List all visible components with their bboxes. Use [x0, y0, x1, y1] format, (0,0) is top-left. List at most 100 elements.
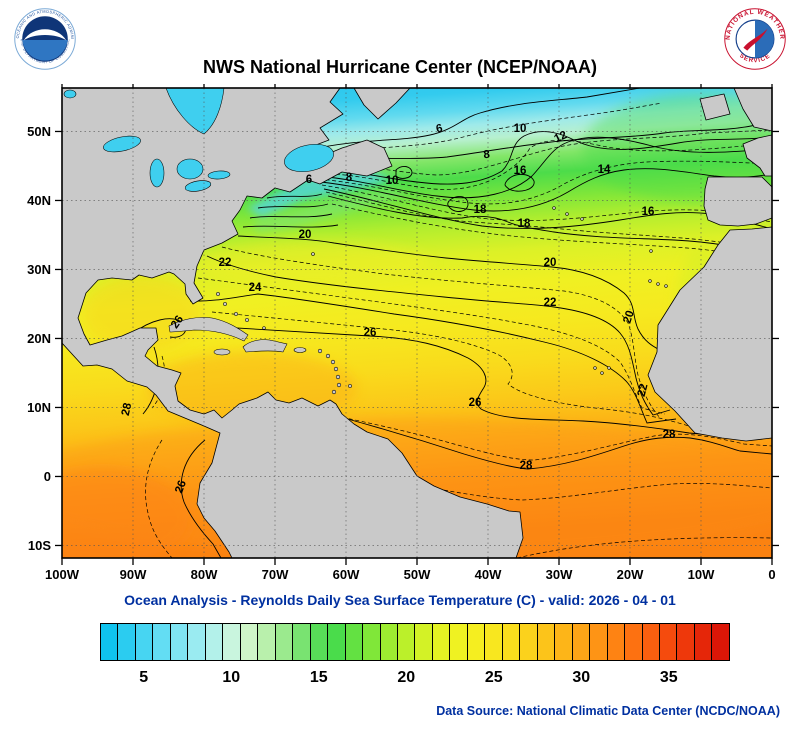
land-france	[742, 134, 772, 177]
island-antilles	[336, 382, 342, 388]
colorbar-scale	[100, 623, 730, 661]
island-hispaniola	[242, 339, 288, 353]
colorbar-cell	[466, 624, 485, 660]
contour-26-pacific	[180, 439, 222, 558]
colorbar-cell	[327, 624, 345, 660]
land-ireland	[699, 93, 731, 121]
land-iberia	[703, 176, 772, 227]
island-bahamas	[216, 292, 220, 296]
lon-label: 80W	[191, 567, 218, 582]
contour-value-label: 22	[219, 257, 232, 269]
contour-value-label: 24	[249, 282, 262, 294]
nws-swoosh-icon	[743, 28, 768, 51]
contour-value-label: 14	[598, 164, 611, 176]
contour-10	[314, 131, 772, 185]
island-bermuda	[311, 252, 315, 256]
island-turks	[262, 326, 266, 330]
contour-value-label: 18	[474, 204, 487, 216]
colorbar-cell	[554, 624, 572, 660]
colorbar-cell	[152, 624, 170, 660]
lat-label: 40N	[27, 193, 51, 208]
grid-layer	[62, 88, 772, 558]
colorbar-cell	[204, 624, 223, 660]
contour-value-label: 10	[514, 123, 527, 135]
island-canaries	[648, 279, 652, 283]
island-canaries	[656, 282, 660, 286]
contour-26	[219, 326, 713, 436]
island-azores	[580, 217, 584, 221]
island-antilles	[335, 374, 341, 380]
contour-value-label: 6	[435, 123, 444, 136]
colorbar-tick-label: 25	[484, 669, 503, 686]
island-puerto-rico	[293, 347, 307, 353]
colorbar: 5 10 15 20 25 30 35	[100, 623, 730, 693]
contour-value-label: 6	[306, 174, 312, 186]
lake-winnipeg	[63, 89, 77, 99]
lon-label: 30W	[546, 567, 573, 582]
colorbar-tick-label: 15	[309, 669, 328, 686]
contour-20	[237, 235, 661, 351]
contour-25	[211, 311, 718, 433]
contour-24	[189, 293, 677, 424]
noaa-logo: NATIONAL OCEANIC AND ATMOSPHERIC ADMINIS…	[14, 8, 76, 70]
island-azores	[552, 206, 556, 210]
colorbar-cell	[379, 624, 397, 660]
gulfstream-eddy-1	[447, 196, 469, 212]
lat-label: 30N	[27, 262, 51, 277]
colorbar-cell	[449, 624, 467, 660]
contour-value-label: 16	[514, 165, 527, 177]
colorbar-cell	[606, 624, 625, 660]
colorbar-cell	[274, 624, 293, 660]
contour-value-label: 28	[120, 401, 135, 417]
colorbar-cell	[519, 624, 537, 660]
colorbar-tick-label: 10	[222, 669, 241, 686]
colorbar-cell	[624, 624, 642, 660]
contour-23	[197, 277, 666, 415]
lake-ontario	[207, 170, 231, 180]
land-britain	[733, 88, 772, 132]
island-canaries	[664, 284, 668, 288]
contour-value-label: 18	[518, 218, 531, 230]
contour-27pac	[145, 439, 173, 558]
contour-18	[327, 195, 772, 256]
island-bahamas	[245, 318, 249, 322]
gulfstream-eddy-3	[395, 166, 413, 179]
coastal-contour-4	[242, 224, 339, 228]
contour-29	[391, 479, 772, 501]
contour-value-label: 8	[483, 149, 491, 162]
colorbar-cell	[711, 624, 729, 660]
colorbar-cell	[484, 624, 502, 660]
contour-value-label: 22	[544, 297, 557, 309]
colorbar-cell	[257, 624, 275, 660]
map-caption: Ocean Analysis - Reynolds Daily Sea Surf…	[124, 592, 676, 608]
island-cape-verde	[600, 371, 604, 375]
contour-value-label: 22	[636, 382, 651, 397]
data-source-credit: Data Source: National Climatic Data Cent…	[436, 704, 780, 718]
colorbar-cell	[431, 624, 450, 660]
noaa-emblem-ocean	[22, 39, 68, 61]
colorbar-cell	[536, 624, 555, 660]
contour-value-label: 26	[469, 397, 482, 409]
lake-michigan	[149, 158, 165, 188]
colorbar-tick-label: 5	[139, 669, 149, 686]
colorbar-cell	[222, 624, 240, 660]
colorbar-cell	[414, 624, 432, 660]
island-azores	[565, 212, 569, 216]
island-antilles	[333, 366, 339, 372]
nws-globe-right	[755, 20, 774, 58]
colorbar-tick-label: 35	[659, 669, 678, 686]
lake-erie	[184, 180, 212, 192]
colorbar-cell	[292, 624, 310, 660]
coastal-contour-1	[266, 193, 323, 199]
contour-13	[318, 160, 772, 205]
land-africa	[647, 226, 772, 442]
lake-huron	[176, 158, 204, 180]
island-antilles	[317, 348, 323, 354]
island-bahamas	[223, 302, 227, 306]
colorbar-cell	[134, 624, 153, 660]
lon-label: 10W	[688, 567, 715, 582]
nws-logo: NATIONAL WEATHER SERVICE	[724, 8, 786, 70]
contour-value-label: 26	[173, 479, 189, 495]
contour-11	[315, 139, 772, 190]
contour-12	[317, 136, 772, 199]
